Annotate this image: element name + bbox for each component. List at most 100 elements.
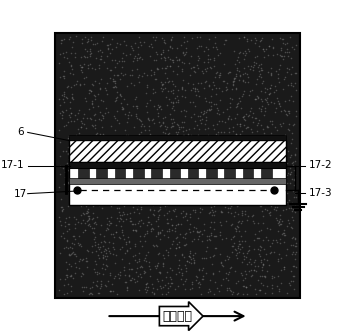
Point	[234, 73, 239, 78]
Point	[259, 265, 265, 270]
Point	[188, 257, 193, 262]
Point	[246, 92, 252, 97]
Point	[233, 248, 239, 253]
Point	[140, 181, 145, 187]
Point	[65, 228, 70, 234]
Point	[79, 70, 84, 75]
Point	[97, 109, 103, 114]
Point	[191, 112, 197, 117]
Point	[255, 64, 261, 70]
Point	[152, 162, 157, 167]
Point	[165, 235, 171, 240]
Point	[69, 250, 75, 256]
Point	[84, 156, 90, 162]
Point	[182, 235, 188, 240]
Point	[111, 113, 117, 118]
Point	[211, 254, 216, 259]
Point	[77, 257, 83, 262]
Point	[135, 56, 140, 61]
Point	[112, 260, 118, 265]
Point	[268, 72, 274, 77]
Point	[257, 274, 263, 279]
Point	[273, 216, 279, 221]
Point	[119, 174, 125, 179]
Point	[135, 105, 140, 111]
Point	[251, 267, 257, 272]
Point	[77, 177, 83, 182]
Point	[169, 276, 174, 282]
Point	[197, 156, 203, 162]
Point	[67, 253, 73, 258]
Point	[277, 155, 283, 160]
Point	[255, 136, 260, 141]
Point	[122, 162, 127, 167]
Point	[136, 219, 141, 224]
Point	[131, 142, 137, 148]
Point	[117, 213, 122, 218]
Point	[241, 34, 247, 39]
Point	[102, 248, 107, 254]
Point	[175, 129, 180, 134]
Point	[236, 96, 242, 101]
Point	[87, 87, 93, 92]
Point	[293, 256, 298, 261]
Point	[293, 42, 299, 48]
Point	[175, 122, 180, 128]
Point	[284, 65, 290, 71]
Point	[210, 271, 215, 276]
Point	[65, 245, 71, 250]
Point	[237, 131, 243, 137]
Point	[66, 226, 72, 231]
Point	[112, 138, 118, 143]
Point	[165, 281, 171, 286]
Point	[153, 76, 159, 81]
Point	[116, 275, 122, 281]
Point	[288, 82, 294, 87]
Point	[104, 221, 109, 227]
Point	[241, 250, 246, 255]
Point	[280, 231, 285, 237]
Point	[230, 78, 236, 83]
Point	[84, 115, 90, 120]
Point	[176, 159, 181, 165]
Point	[261, 184, 266, 189]
Point	[258, 68, 264, 73]
Point	[83, 258, 89, 263]
Point	[239, 272, 245, 278]
Point	[67, 146, 73, 151]
Point	[191, 258, 196, 263]
Point	[275, 188, 281, 194]
Point	[234, 281, 239, 286]
Point	[104, 92, 110, 97]
Point	[260, 35, 265, 40]
Point	[158, 231, 163, 236]
Point	[218, 209, 223, 214]
Point	[128, 80, 134, 86]
Point	[233, 86, 239, 91]
Point	[119, 245, 125, 250]
Point	[153, 136, 158, 141]
Point	[180, 128, 185, 133]
Point	[205, 52, 211, 57]
Point	[164, 221, 169, 226]
Point	[254, 179, 260, 184]
Point	[126, 180, 132, 185]
Point	[180, 251, 185, 257]
Point	[113, 230, 119, 235]
Point	[167, 111, 173, 117]
Point	[290, 161, 295, 166]
Point	[77, 187, 82, 192]
Point	[100, 34, 106, 40]
Point	[176, 88, 181, 93]
Point	[127, 218, 133, 224]
Point	[108, 214, 114, 220]
Point	[143, 285, 148, 290]
Point	[251, 183, 257, 188]
Point	[187, 254, 192, 259]
Point	[91, 149, 97, 154]
Point	[105, 46, 111, 51]
Point	[194, 86, 200, 91]
Point	[286, 110, 292, 115]
Point	[229, 264, 234, 270]
Point	[126, 147, 132, 152]
